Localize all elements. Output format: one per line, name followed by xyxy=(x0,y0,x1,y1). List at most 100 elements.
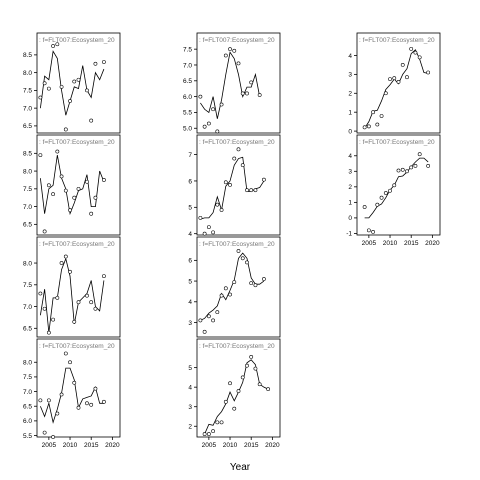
y-tick-label: 8.5 xyxy=(23,52,32,59)
fitted-series-line xyxy=(204,359,269,435)
panel-strip-label: : f=FLT007:Ecosystem_20 xyxy=(359,37,435,44)
observed-point xyxy=(366,228,371,233)
observed-point xyxy=(396,80,401,84)
observed-point xyxy=(59,261,64,265)
observed-point xyxy=(400,167,405,172)
observed-point xyxy=(371,229,375,234)
y-tick-label: 3 xyxy=(188,320,192,327)
observed-point xyxy=(409,46,414,51)
observed-point xyxy=(223,180,228,185)
x-tick-label: 2005 xyxy=(42,442,57,449)
y-tick-label: 2 xyxy=(188,424,192,431)
panel-10: : f=FLT007:Ecosystem_20 2 3 4 5 2005 2010 2015 2… xyxy=(188,338,281,449)
panel-frame xyxy=(356,134,441,236)
observed-point xyxy=(89,211,94,216)
fitted-series-line xyxy=(200,252,265,321)
fitted-series-line xyxy=(200,51,261,119)
observed-point xyxy=(215,420,220,425)
observed-point xyxy=(211,107,215,112)
y-tick-label: 7.0 xyxy=(23,204,32,211)
panel-strip-label: : f=FLT007:Ecosystem_20 xyxy=(39,37,115,44)
panel-frame xyxy=(36,134,121,236)
y-tick-label: 3 xyxy=(348,169,352,176)
observed-point xyxy=(42,306,47,311)
panel-strip-label: : f=FLT007:Ecosystem_20 xyxy=(39,139,115,146)
observed-point xyxy=(413,50,418,55)
observed-point xyxy=(38,291,43,296)
y-tick-label: 6.5 xyxy=(23,222,32,229)
observed-point xyxy=(392,76,397,81)
x-tick-label: 2005 xyxy=(202,442,217,449)
observed-point xyxy=(42,81,47,86)
observed-point xyxy=(383,191,388,195)
x-tick-label: 2015 xyxy=(84,442,99,449)
x-tick-label: 2010 xyxy=(63,442,78,449)
fitted-series-line xyxy=(39,50,105,116)
observed-point xyxy=(93,195,98,200)
observed-point xyxy=(206,225,211,229)
y-tick-label: 7.5 xyxy=(23,374,32,381)
observed-point xyxy=(102,178,106,182)
observed-point xyxy=(55,42,60,47)
observed-point xyxy=(417,55,422,60)
panel-7: : f=FLT007:Ecosystem_20 6.5 7.0 7.5 8.0 xyxy=(23,236,121,338)
panel-frame xyxy=(196,32,281,134)
observed-point xyxy=(63,254,68,259)
observed-point xyxy=(249,188,254,193)
panel-3: : f=FLT007:Ecosystem_20 0 1 2 3 4 xyxy=(348,32,441,135)
observed-point xyxy=(68,360,72,365)
y-tick-label: 6.5 xyxy=(183,78,192,85)
observed-point xyxy=(76,300,81,305)
y-tick-label: 5 xyxy=(188,205,192,212)
observed-point xyxy=(93,386,98,391)
y-tick-label: 7.5 xyxy=(23,282,32,289)
observed-point xyxy=(59,392,64,397)
observed-point xyxy=(383,91,388,96)
observed-point xyxy=(362,205,367,209)
observed-point xyxy=(59,174,64,179)
observed-point xyxy=(375,202,380,207)
observed-point xyxy=(85,401,89,406)
observed-point xyxy=(232,48,237,53)
y-tick-label: 2 xyxy=(348,91,352,98)
panel-2: : f=FLT007:Ecosystem_20 5.0 5.5 6.0 6.5 7.0 7.… xyxy=(183,32,281,134)
y-tick-label: 5.0 xyxy=(183,126,192,133)
observed-point xyxy=(245,363,249,368)
observed-point xyxy=(55,149,60,154)
observed-point xyxy=(228,381,232,386)
y-tick-label: 4 xyxy=(348,153,352,160)
observed-point xyxy=(42,430,47,435)
observed-point xyxy=(240,163,245,168)
observed-point xyxy=(245,188,249,193)
observed-point xyxy=(426,70,431,75)
x-tick-label: 2005 xyxy=(362,240,377,247)
observed-point xyxy=(102,399,106,404)
observed-point xyxy=(219,102,224,107)
y-tick-label: 5 xyxy=(188,365,192,372)
y-tick-label: 7.5 xyxy=(183,46,192,53)
observed-point xyxy=(396,168,401,173)
observed-point xyxy=(236,147,241,152)
y-tick-label: 6.0 xyxy=(23,418,32,425)
observed-point xyxy=(400,63,405,67)
observed-point xyxy=(85,179,89,184)
panel-9: : f=FLT007:Ecosystem_20 5.5 6.0 6.5 7.0 7.5 8.… xyxy=(23,338,121,449)
observed-point xyxy=(102,60,106,64)
fitted-series-line xyxy=(200,156,265,220)
fitted-series-line xyxy=(39,257,105,333)
x-tick-label: 2020 xyxy=(105,442,120,449)
observed-point xyxy=(46,398,51,403)
observed-point xyxy=(257,93,262,97)
observed-point xyxy=(76,77,81,82)
y-tick-label: 6 xyxy=(188,178,192,185)
observed-point xyxy=(211,318,215,323)
observed-point xyxy=(42,229,47,234)
y-tick-label: 5 xyxy=(188,278,192,285)
observed-point xyxy=(202,432,207,436)
observed-point xyxy=(206,121,211,126)
x-tick-label: 2010 xyxy=(383,240,398,247)
y-tick-label: 1 xyxy=(348,200,352,207)
observed-point xyxy=(232,280,237,285)
panel-5: : f=FLT007:Ecosystem_20 4 5 6 7 xyxy=(188,134,281,238)
panel-frame xyxy=(36,236,121,338)
